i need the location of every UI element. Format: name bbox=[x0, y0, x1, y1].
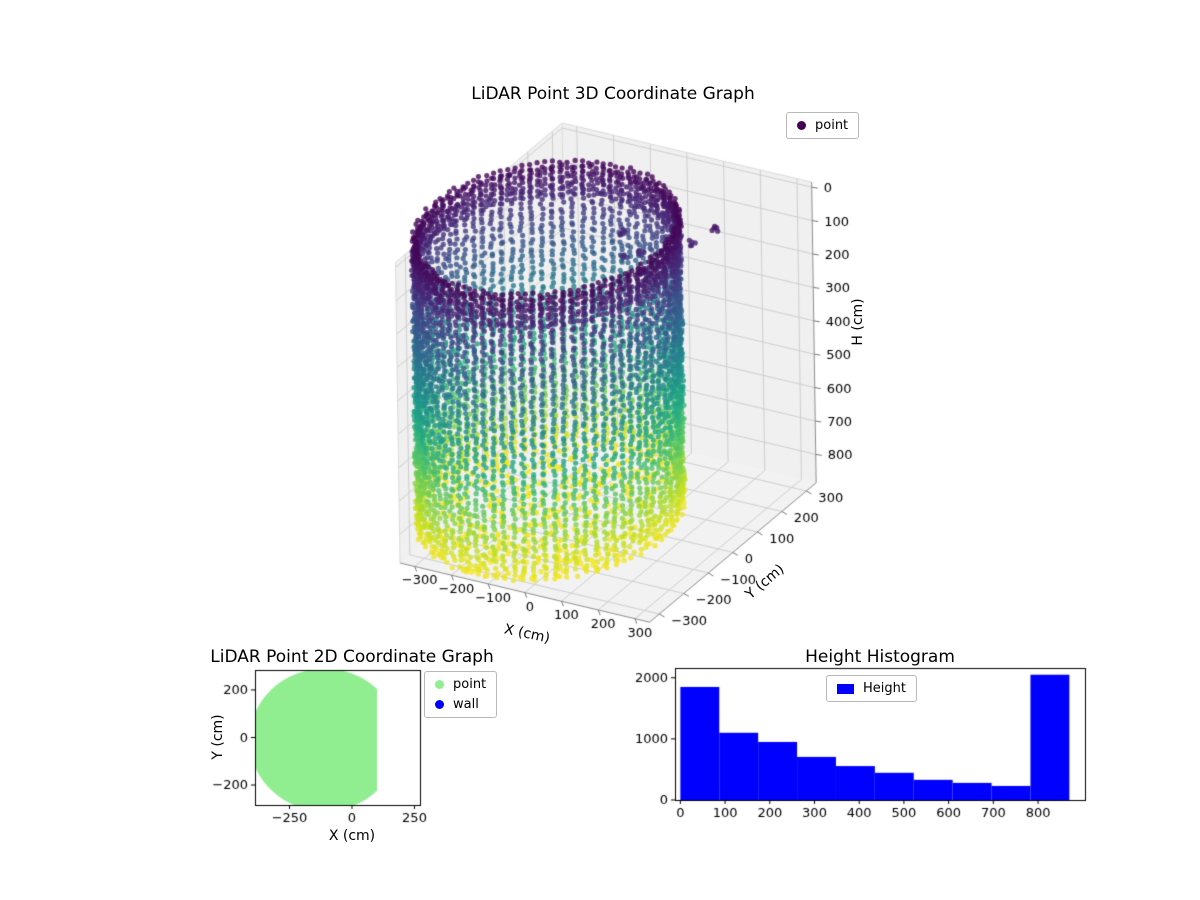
legend-3d: point bbox=[786, 112, 860, 139]
title-histogram: Height Histogram bbox=[805, 647, 955, 667]
legend-label-height: Height bbox=[863, 681, 906, 696]
legend-item-point-2d: point bbox=[435, 677, 486, 692]
legend-label-point-2d: point bbox=[453, 677, 487, 692]
point-marker-icon bbox=[435, 680, 444, 689]
title-3d: LiDAR Point 3D Coordinate Graph bbox=[471, 84, 755, 104]
height-bar-swatch-icon bbox=[837, 683, 854, 694]
legend-label-point-3d: point bbox=[815, 118, 849, 133]
legend-item-point-3d: point bbox=[797, 118, 848, 133]
legend-2d: point wall bbox=[424, 671, 498, 718]
legend-label-wall-2d: wall bbox=[453, 697, 479, 712]
point-marker-icon bbox=[797, 121, 806, 130]
title-2d: LiDAR Point 2D Coordinate Graph bbox=[210, 647, 494, 667]
legend-item-height: Height bbox=[837, 681, 906, 696]
legend-item-wall-2d: wall bbox=[435, 697, 486, 712]
xaxis-label-2d: X (cm) bbox=[328, 828, 376, 844]
yaxis-label-2d: Y (cm) bbox=[210, 714, 226, 760]
zaxis-label-3d: H (cm) bbox=[850, 298, 866, 346]
wall-marker-icon bbox=[435, 700, 444, 709]
legend-histogram: Height bbox=[826, 675, 917, 702]
